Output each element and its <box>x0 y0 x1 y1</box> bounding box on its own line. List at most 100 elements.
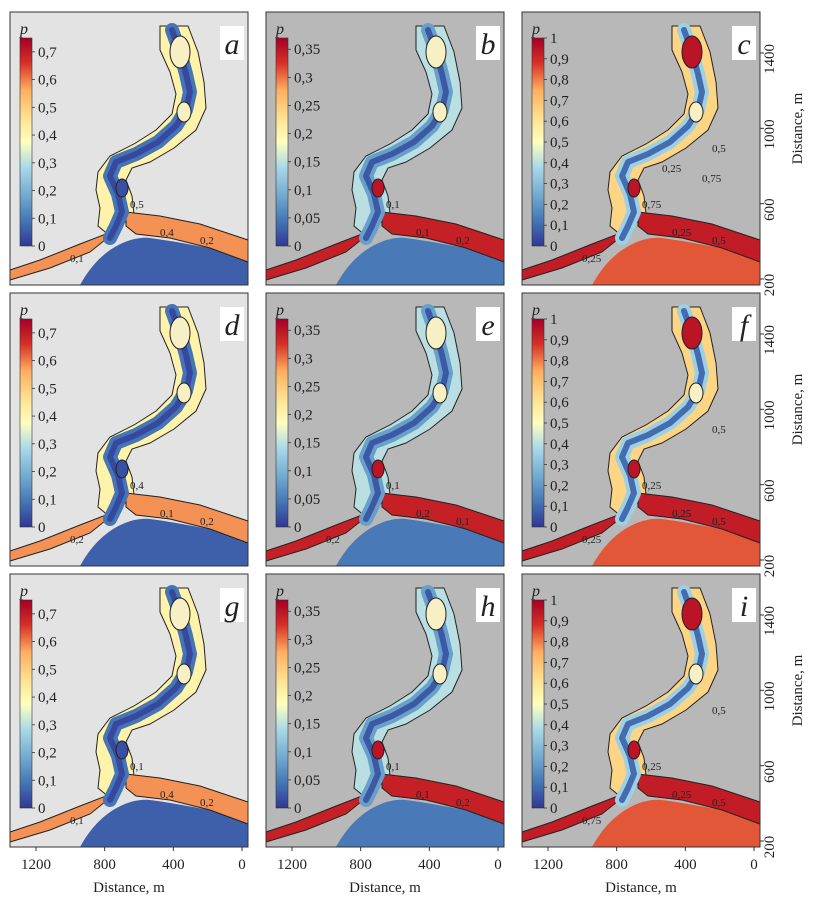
river-thalweg <box>107 308 193 522</box>
colorbar <box>19 599 33 809</box>
colorbar-tick-label: 0,8 <box>550 635 569 651</box>
contour-label: 0,2 <box>326 534 340 546</box>
panel-tag: a <box>225 28 240 61</box>
river-thalweg <box>619 589 705 803</box>
colorbar-tick-label: 0,5 <box>38 381 57 397</box>
y-tick-label: 1000 <box>762 119 778 149</box>
contour-label: 0,5 <box>712 797 726 809</box>
colorbar-tick-label: 0,7 <box>38 607 57 623</box>
island <box>432 382 448 404</box>
contour-label: 0,25 <box>582 534 602 546</box>
river-thalweg <box>363 308 449 522</box>
x-tick-label: 0 <box>238 857 246 873</box>
panel-tag: g <box>225 590 240 623</box>
colorbar-tick-label: 0,3 <box>550 177 569 193</box>
x-tick-label: 1200 <box>21 857 51 873</box>
island <box>627 178 641 198</box>
sea-field <box>336 237 504 285</box>
colorbar <box>275 318 289 528</box>
panel-a: 0,4 0,2 0,5 0,1 p 0 0,1 0,2 0,3 0,4 0,5 0,6 0,7 a <box>9 11 249 286</box>
panel-frame <box>9 11 249 286</box>
colorbar-tick-label: 0,1 <box>294 183 313 199</box>
y-tick-label: 600 <box>762 479 778 502</box>
contour-label: 0,5 <box>712 705 726 717</box>
island <box>371 740 385 760</box>
panel-frame <box>521 292 761 567</box>
island <box>425 597 447 631</box>
colorbar-tick-label: 0 <box>550 520 558 536</box>
y-tick-label: 200 <box>762 555 778 578</box>
river-thalweg <box>619 27 705 241</box>
colorbar-tick-label: 0,4 <box>38 409 57 425</box>
colorbar-tick-label: 0,05 <box>294 773 320 789</box>
panel-tag: e <box>481 309 494 342</box>
contour-label: 0,5 <box>712 424 726 436</box>
colorbar-tick-label: 0,4 <box>550 156 569 172</box>
contour-label: 0,75 <box>582 815 602 827</box>
x-tick-label: 1200 <box>277 857 307 873</box>
x-tick-label: 400 <box>418 857 441 873</box>
colorbar-tick-label: 0,1 <box>294 464 313 480</box>
colorbar-label: p <box>275 21 284 38</box>
colorbar-label: p <box>275 302 284 319</box>
y-tick-label: 1000 <box>762 400 778 430</box>
contour-label: 0,2 <box>200 516 214 528</box>
y-tick-label: 200 <box>762 274 778 297</box>
island <box>371 459 385 479</box>
panel-tag-box <box>220 588 244 622</box>
contour-label: 0,75 <box>642 199 662 211</box>
colorbar-tick-label: 0,6 <box>38 73 57 89</box>
y-axis-title: Distance, m <box>790 92 806 164</box>
colorbar-tick-label: 0,35 <box>294 323 320 339</box>
colorbar <box>531 37 545 247</box>
panel-frame <box>9 573 249 848</box>
colorbar-tick-label: 0,1 <box>38 492 57 508</box>
contour-label: 0,1 <box>386 199 400 211</box>
colorbar-tick-label: 0,5 <box>38 100 57 116</box>
panel-tag-box <box>476 26 500 60</box>
colorbar-tick-label: 0,1 <box>550 218 569 234</box>
sea-field <box>80 237 248 285</box>
colorbar-tick-label: 0,05 <box>294 492 320 508</box>
x-tick-label: 0 <box>494 857 502 873</box>
colorbar-tick-label: 0,2 <box>38 746 57 762</box>
y-tick-label: 600 <box>762 198 778 221</box>
contour-label: 0,25 <box>672 789 692 801</box>
colorbar-tick-label: 0,3 <box>38 718 57 734</box>
colorbar-tick-label: 0,5 <box>550 416 569 432</box>
colorbar-tick-label: 0,1 <box>294 745 313 761</box>
island <box>115 740 129 760</box>
contour-label: 0,75 <box>702 173 722 185</box>
panel-tag: i <box>740 590 748 623</box>
contour-label: 0,5 <box>712 235 726 247</box>
contour-label: 0,25 <box>582 253 602 265</box>
contour-label: 0,25 <box>642 480 662 492</box>
panel-tag-box <box>220 26 244 60</box>
colorbar-tick-label: 0,7 <box>38 326 57 342</box>
panel-tag: d <box>225 309 241 342</box>
island <box>169 597 191 631</box>
colorbar <box>275 37 289 247</box>
colorbar-tick-label: 0,7 <box>550 655 569 671</box>
island <box>176 101 192 123</box>
colorbar-tick-label: 0,35 <box>294 604 320 620</box>
y-tick-label: 1400 <box>762 606 778 636</box>
sea-field <box>336 799 504 847</box>
colorbar-tick-label: 0 <box>294 520 302 536</box>
colorbar-tick-label: 0,15 <box>294 717 320 733</box>
colorbar-tick-label: 0 <box>550 801 558 817</box>
x-axis-title: Distance, m <box>93 880 165 896</box>
contour-label: 0,1 <box>160 508 174 520</box>
colorbar-tick-label: 0 <box>294 239 302 255</box>
island <box>115 178 129 198</box>
colorbar-tick-label: 0,9 <box>550 614 569 630</box>
colorbar-tick-label: 0,1 <box>38 211 57 227</box>
island <box>115 459 129 479</box>
colorbar-label: p <box>531 583 540 600</box>
sea-field <box>592 237 760 285</box>
colorbar-tick-label: 0,6 <box>550 676 569 692</box>
colorbar-label: p <box>19 21 28 38</box>
contour-label: 0,1 <box>416 789 430 801</box>
colorbar-tick-label: 1 <box>550 593 558 609</box>
colorbar-tick-label: 0,7 <box>38 45 57 61</box>
